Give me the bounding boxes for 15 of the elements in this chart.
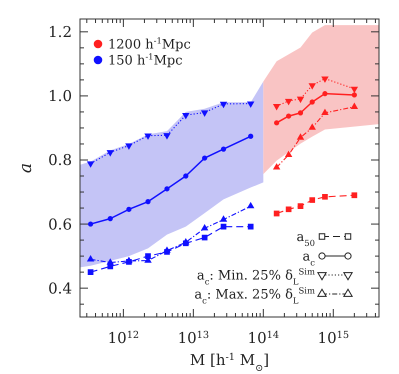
- x-tick-label: 10$^{14}$: [248, 329, 280, 347]
- legend-label: 1200 h$^{-1}$Mpc: [108, 36, 191, 53]
- y-tick-label: 0.6: [48, 215, 72, 234]
- annotation: a$_{50}$: [296, 230, 315, 248]
- x-tick-label: 10$^{13}$: [178, 329, 210, 347]
- y-axis-title: a: [16, 162, 36, 174]
- x-tick-label: 10$^{15}$: [318, 329, 350, 347]
- x-tick-label: 10$^{12}$: [108, 329, 140, 347]
- y-tick-label: 1.0: [48, 87, 72, 106]
- x-axis-title: M [h$^{-1}$ M$_{⊙}$]: [190, 351, 270, 374]
- annotation: a$_{c}$: [302, 250, 316, 268]
- y-tick-label: 0.4: [48, 279, 72, 298]
- y-tick-label: 0.8: [48, 151, 72, 170]
- y-tick-label: 1.2: [48, 23, 72, 42]
- legend-label: 150 h$^{-1}$Mpc: [108, 52, 182, 69]
